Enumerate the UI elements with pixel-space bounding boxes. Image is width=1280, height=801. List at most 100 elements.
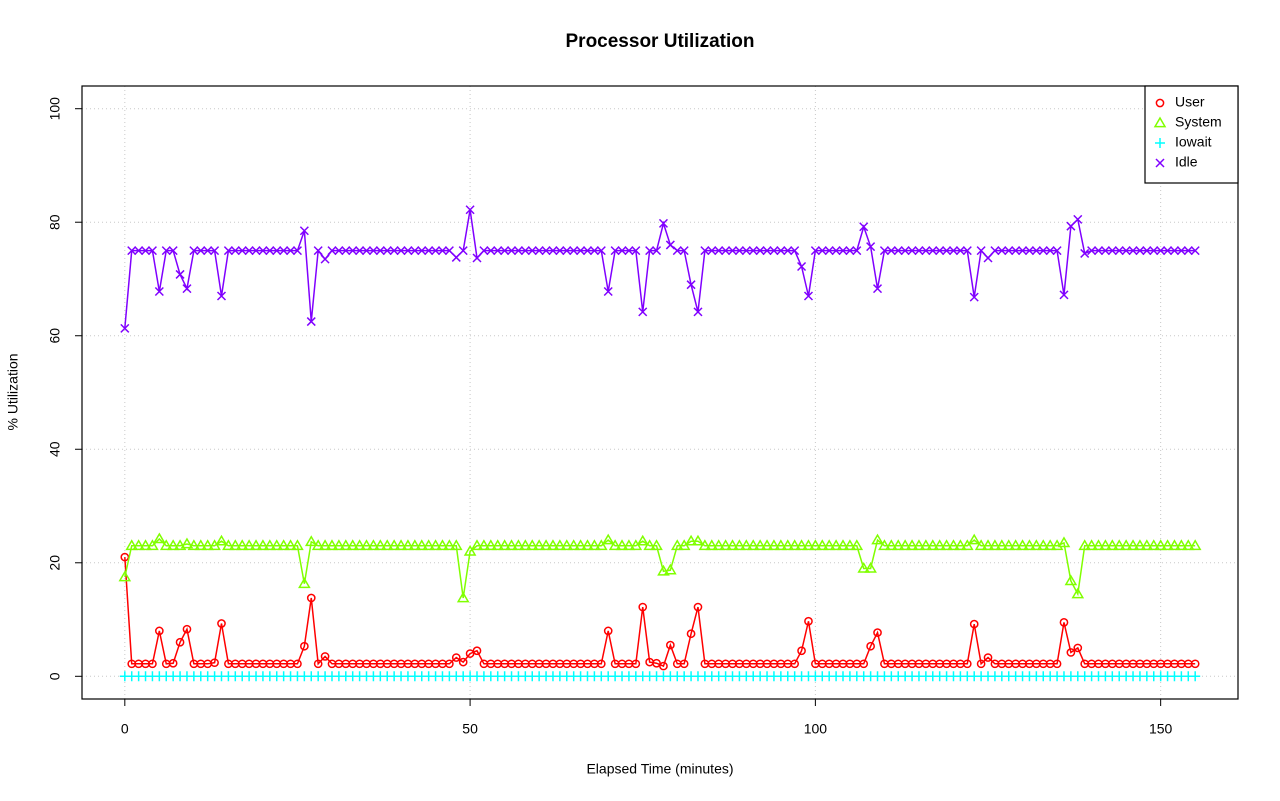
point [650,539,663,551]
point [836,539,850,551]
point [513,246,523,256]
point [217,619,226,628]
point [1093,246,1104,256]
plot-frame [81,85,1239,700]
point [417,246,427,256]
y-axis-label: % Utilization [5,353,21,430]
point [293,659,302,669]
point [361,246,372,256]
point [981,539,995,551]
point [436,539,449,551]
point [838,246,848,256]
point [1183,246,1193,256]
point [1085,539,1098,551]
point [394,539,408,551]
point [127,246,137,256]
series-line [124,537,1196,599]
point [444,246,454,256]
point [1011,246,1021,256]
point [541,246,551,256]
point [921,246,931,256]
point [954,539,967,551]
point [755,246,765,256]
point [154,286,164,296]
point [857,561,871,573]
point [795,539,808,551]
point [638,602,648,612]
point [574,539,587,551]
point [201,539,214,551]
y-tick-label: 100 [47,97,63,121]
point [1038,246,1048,256]
point [353,539,366,551]
point [935,246,945,256]
point [712,539,726,551]
legend-box [1144,85,1239,184]
legend-marker [1155,98,1165,108]
point [292,246,302,256]
point [885,539,898,551]
point [693,307,703,317]
point [270,539,284,551]
series-line [124,209,1196,329]
point [659,661,668,671]
point [1066,221,1076,231]
point [617,246,627,256]
point [576,246,586,256]
point [327,246,337,256]
point [631,659,641,669]
point [451,653,461,662]
point [1126,539,1140,551]
point [120,323,130,333]
point [451,252,461,262]
point [194,539,208,551]
legend-marker [1155,158,1165,168]
point [948,246,959,256]
point [445,659,454,669]
point [672,246,682,256]
point [534,246,544,256]
point [539,539,553,551]
point [746,539,760,551]
point [1064,574,1078,586]
y-tick-label: 0 [47,672,63,680]
point [1114,246,1124,256]
point [1099,539,1112,551]
point [175,269,185,279]
point [180,537,194,549]
point [389,246,399,256]
point [173,539,187,551]
point [691,534,705,546]
point [797,646,806,656]
point [589,246,599,256]
point [822,539,836,551]
point [1149,246,1159,256]
point [928,246,938,256]
point [1119,539,1133,551]
point [1107,246,1117,256]
point [1024,246,1034,256]
point [1190,246,1200,256]
point [410,246,420,256]
point [684,534,698,546]
point [995,539,1009,551]
point [491,539,505,551]
point [415,539,429,551]
point [983,653,993,662]
point [215,534,228,546]
point [249,539,263,551]
point [1128,246,1138,256]
point [686,280,696,290]
point [284,539,297,551]
point [797,261,807,272]
point [843,539,857,551]
point [974,539,988,551]
point [588,539,601,551]
point [1176,246,1186,256]
legend: User System Iowait Idle [1144,85,1239,184]
point [914,246,924,256]
point [147,246,157,256]
point [182,284,192,294]
point [203,246,213,256]
point [256,539,270,551]
